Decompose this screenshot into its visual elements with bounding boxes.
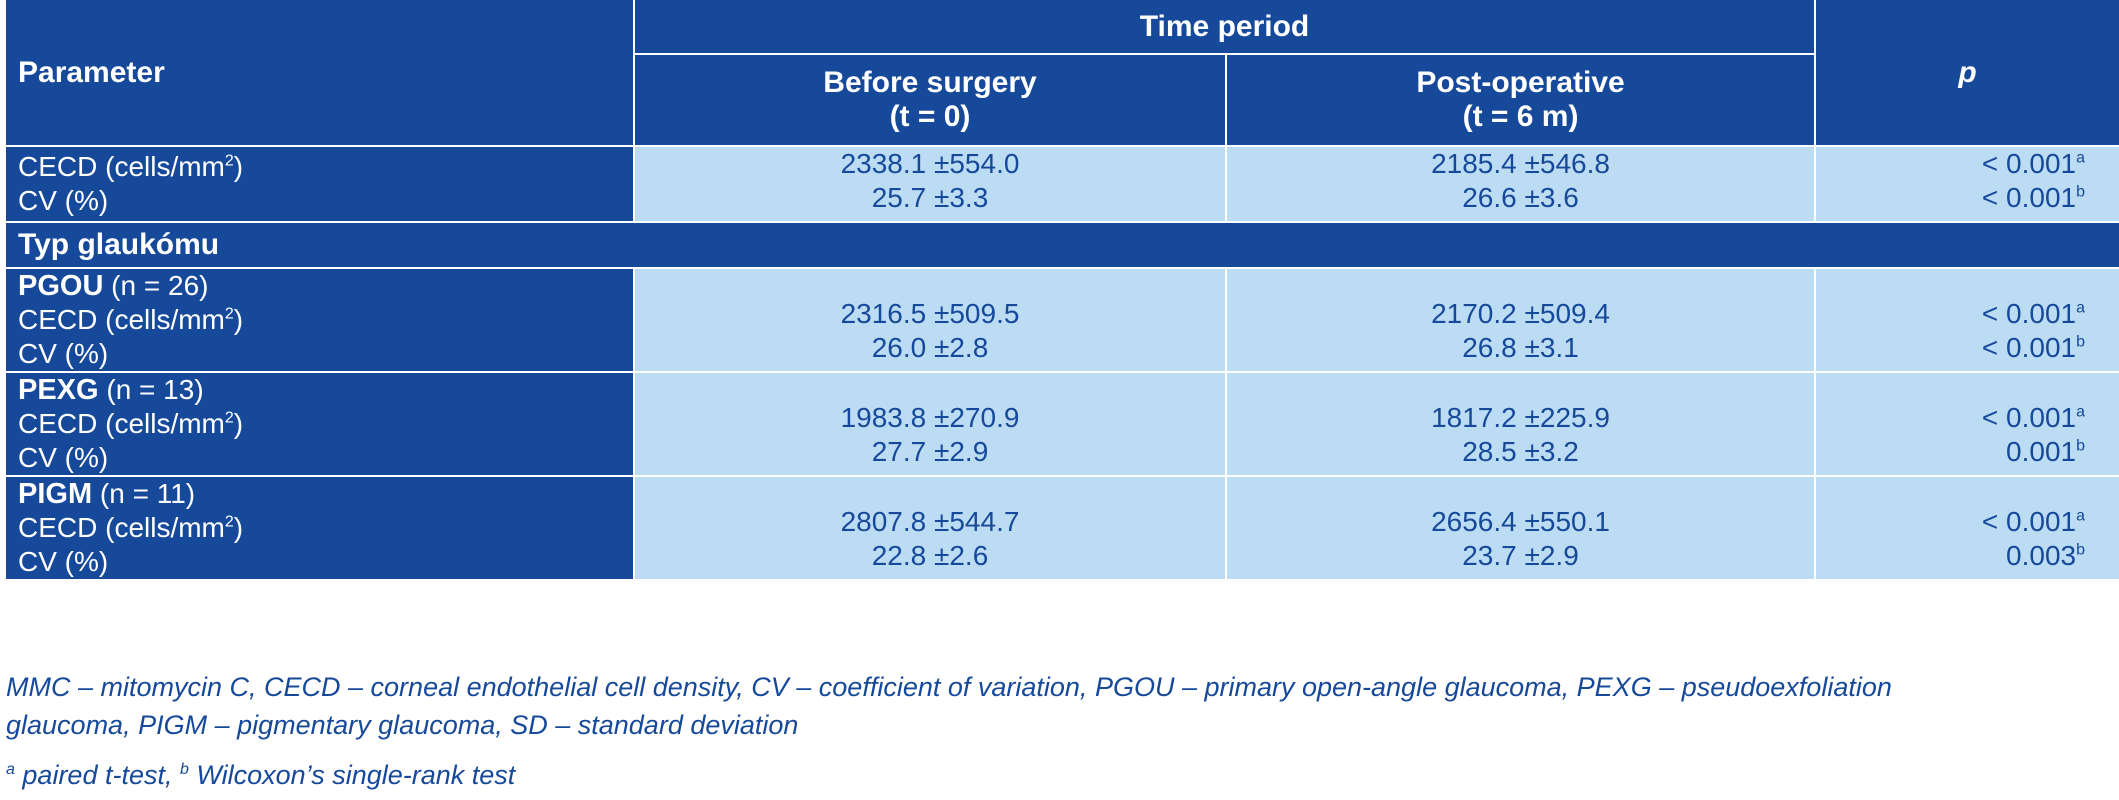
cell-post-pigm: 2656.4 ±550.1 23.7 ±2.9	[1226, 475, 1817, 579]
cv-label: CV (%)	[18, 185, 109, 216]
table-row-overall: CECD (cells/mm2) CV (%) 2338.1 ±554.0 25…	[6, 145, 2119, 222]
cell-post-pexg: 1817.2 ±225.9 28.5 ±3.2	[1226, 371, 1817, 476]
cell-before-pigm: 2807.8 ±544.7 22.8 ±2.6	[634, 475, 1227, 579]
header-post-line2: (t = 6 m)	[1462, 100, 1579, 133]
cell-post-overall: 2185.4 ±546.8 26.6 ±3.6	[1226, 145, 1817, 222]
cell-before-overall: 2338.1 ±554.0 25.7 ±3.3	[634, 145, 1227, 222]
row-label-pexg: PEXG (n = 13) CECD (cells/mm2) CV (%)	[6, 371, 635, 476]
section-title: Typ glaukómu	[6, 221, 2119, 268]
header-before-surgery: Before surgery (t = 0)	[634, 54, 1227, 146]
cell-before-pgou: 2316.5 ±509.5 26.0 ±2.8	[634, 267, 1227, 372]
results-table: Parameter Time period p Before surgery (…	[6, 0, 2119, 579]
header-before-line1: Before surgery	[823, 66, 1037, 99]
row-label-pigm: PIGM (n = 11) CECD (cells/mm2) CV (%)	[6, 475, 635, 579]
header-post-line1: Post-operative	[1416, 66, 1625, 99]
cell-p-pexg: < 0.001a 0.001b	[1815, 371, 2119, 476]
header-time-period: Time period	[634, 0, 1817, 55]
header-before-line2: (t = 0)	[889, 100, 971, 133]
header-parameter: Parameter	[6, 0, 635, 146]
row-label-pgou: PGOU (n = 26) CECD (cells/mm2) CV (%)	[6, 267, 635, 372]
cecd-label: CECD (cells/mm2)	[18, 151, 244, 182]
table-row: PEXG (n = 13) CECD (cells/mm2) CV (%) 19…	[6, 371, 2119, 476]
table-row: PGOU (n = 26) CECD (cells/mm2) CV (%) 23…	[6, 267, 2119, 372]
header-p: p	[1815, 0, 2119, 146]
statistical-tests-note: a paired t-test, b Wilcoxon’s single-ran…	[6, 760, 516, 790]
cell-post-pgou: 2170.2 ±509.4 26.8 ±3.1	[1226, 267, 1817, 372]
cell-p-pgou: < 0.001a < 0.001b	[1815, 267, 2119, 372]
cell-before-pexg: 1983.8 ±270.9 27.7 ±2.9	[634, 371, 1227, 476]
table-row-section: Typ glaukómu	[6, 221, 2119, 268]
abbreviations-note: MMC – mitomycin C, CECD – corneal endoth…	[6, 672, 1892, 740]
header-post-operative: Post-operative (t = 6 m)	[1226, 54, 1817, 146]
footnotes: MMC – mitomycin C, CECD – corneal endoth…	[6, 668, 2116, 792]
cell-p-overall: < 0.001a < 0.001b	[1815, 145, 2119, 222]
cell-p-pigm: < 0.001a 0.003b	[1815, 475, 2119, 579]
row-label-overall: CECD (cells/mm2) CV (%)	[6, 145, 635, 222]
table-row: PIGM (n = 11) CECD (cells/mm2) CV (%) 28…	[6, 475, 2119, 579]
